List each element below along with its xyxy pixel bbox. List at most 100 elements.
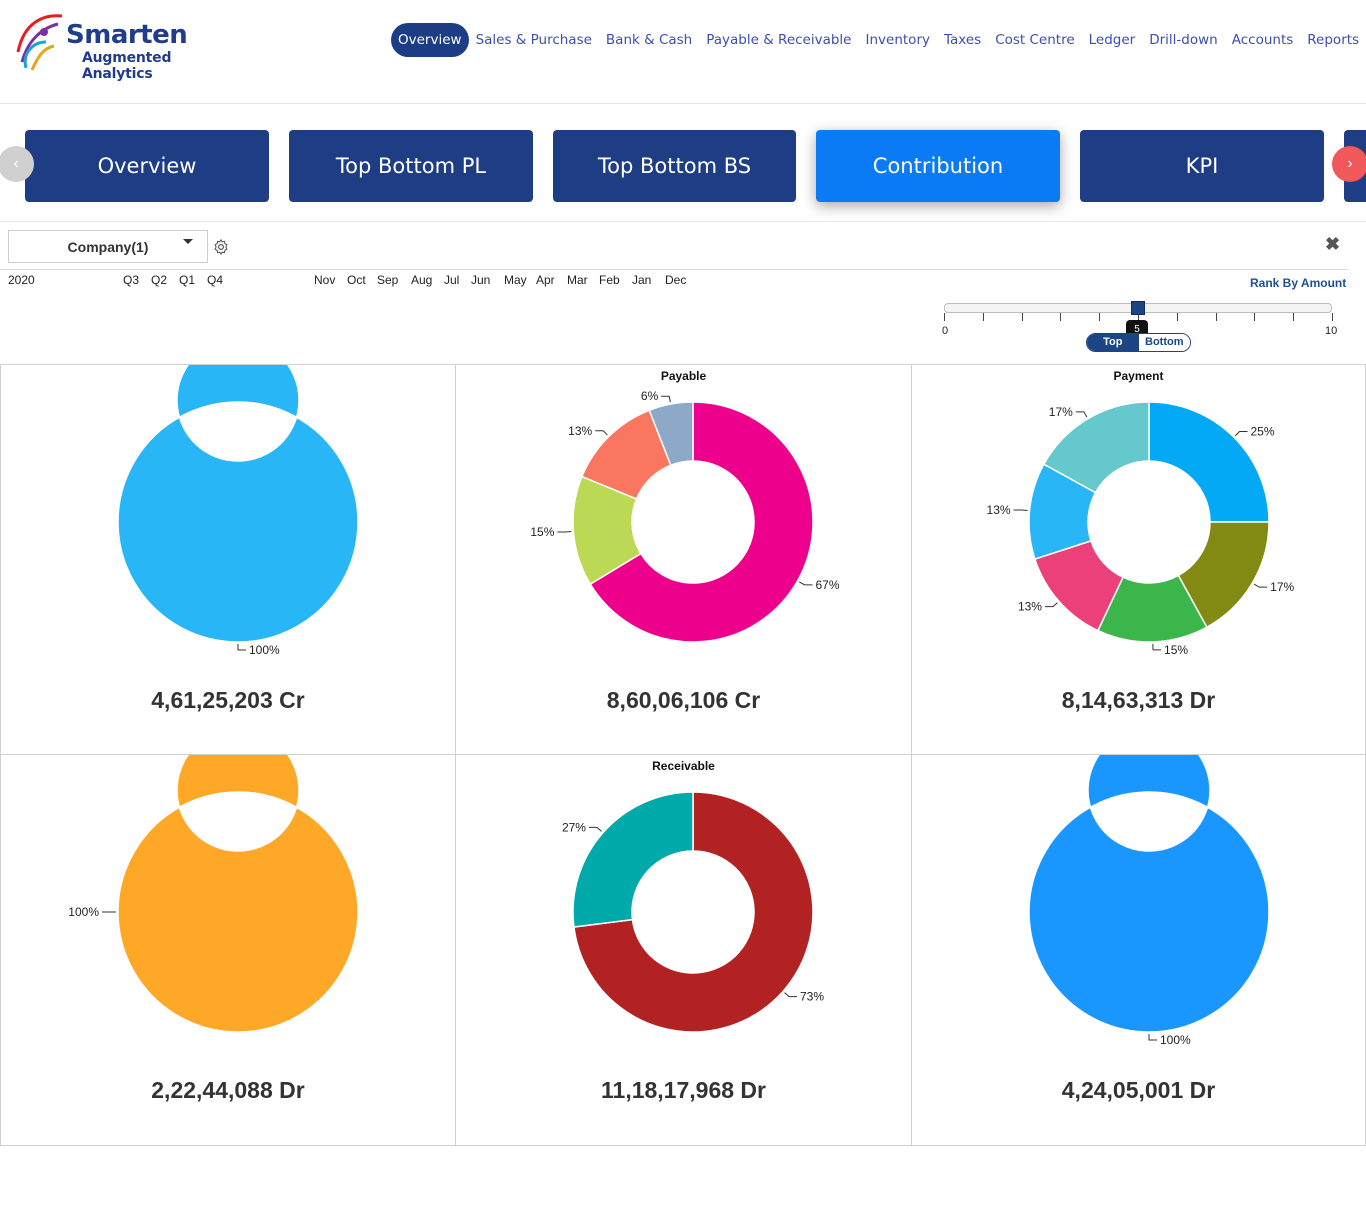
period-month[interactable]: May [504, 273, 527, 287]
brand-logo[interactable]: Smarten Augmented Analytics [14, 12, 244, 82]
top-bar: Smarten Augmented Analytics Overview Sal… [0, 0, 1366, 104]
nav-sales-purchase[interactable]: Sales & Purchase [475, 32, 592, 48]
label-leader-line [1075, 411, 1088, 418]
period-quarter[interactable]: Q4 [207, 273, 224, 287]
chart-panel-payable: Payable 67% 15% 13% 6% 8,60,06,106 Cr [455, 364, 912, 755]
period-month[interactable]: Jan [632, 273, 652, 287]
chart-total: 11,18,17,968 Dr [601, 1077, 766, 1103]
tile-kpi[interactable]: KPI [1080, 130, 1324, 202]
chart-total: 2,22,44,088 Dr [151, 1077, 305, 1103]
top-bottom-toggle[interactable]: Top Bottom [1086, 333, 1191, 352]
chart-title: Receivable [652, 759, 715, 773]
nav-ledger[interactable]: Ledger [1088, 32, 1136, 48]
chart-panel-payment: Payment 25% 17% 15% 13% 13% 17% 8,14,63,313 D… [911, 364, 1366, 755]
chart-total: 4,24,05,001 Dr [1061, 1077, 1216, 1103]
donut-slice[interactable] [117, 365, 359, 643]
donut-chart[interactable]: 100% [912, 755, 1366, 1055]
slice-label: 100% [249, 643, 280, 657]
slider-tick [944, 313, 945, 321]
nav-inventory[interactable]: Inventory [865, 32, 930, 48]
period-month[interactable]: Mar [567, 273, 588, 287]
chevron-right-icon[interactable]: › [1332, 146, 1366, 182]
tile-contribution[interactable]: Contribution [816, 130, 1060, 202]
label-leader-line [1013, 509, 1028, 512]
slider-min-label: 0 [942, 325, 949, 337]
label-leader-line [1044, 602, 1058, 608]
slider-tick [1138, 313, 1139, 321]
brand-title: Smarten [66, 20, 188, 50]
donut-slice[interactable] [1028, 755, 1270, 1033]
period-year[interactable]: 2020 [8, 273, 35, 287]
slice-label: 17% [1049, 405, 1073, 419]
slice-label: 13% [568, 424, 592, 438]
company-dropdown[interactable]: Company(1) [8, 230, 208, 263]
tile-overview[interactable]: Overview [25, 130, 269, 202]
donut-slice[interactable] [117, 755, 359, 1033]
label-leader-line [784, 992, 798, 998]
label-leader-line [595, 430, 608, 436]
donut-chart[interactable]: 73% 27% [456, 755, 912, 1055]
period-month[interactable]: Jun [471, 273, 491, 287]
nav-cost-centre[interactable]: Cost Centre [995, 32, 1075, 48]
label-leader-line [1234, 430, 1248, 437]
period-quarter[interactable]: Q1 [179, 273, 196, 287]
nav-payable-receivable[interactable]: Payable & Receivable [706, 32, 852, 48]
period-quarter[interactable]: Q2 [151, 273, 168, 287]
nav-taxes[interactable]: Taxes [943, 32, 982, 48]
slice-label: 73% [800, 990, 824, 1004]
nav-accounts[interactable]: Accounts [1231, 32, 1294, 48]
donut-chart[interactable]: 100% [1, 365, 457, 665]
slider-tick [1254, 313, 1256, 321]
period-month[interactable]: Apr [536, 273, 555, 287]
donut-chart[interactable]: 67% 15% 13% 6% [456, 365, 912, 665]
label-leader-line [1152, 643, 1162, 651]
period-month[interactable]: Dec [665, 273, 687, 287]
slice-label: 27% [562, 820, 586, 834]
donut-slice[interactable] [648, 401, 694, 467]
chart-panel-sales: Sales 100% 4,61,25,203 Cr [0, 364, 456, 755]
donut-chart[interactable]: 100% [1, 755, 457, 1055]
label-leader-line [1148, 1034, 1157, 1041]
period-month[interactable]: Sep [377, 273, 399, 287]
slider-handle[interactable] [1131, 301, 1145, 315]
slice-label: 25% [1251, 424, 1275, 438]
label-leader-line [588, 826, 602, 832]
tile-top-bottom-bs[interactable]: Top Bottom BS [553, 130, 796, 202]
rank-by-amount-link[interactable]: Rank By Amount [1250, 276, 1347, 290]
period-quarter[interactable]: Q3 [123, 273, 140, 287]
slice-label: 15% [530, 525, 554, 539]
chart-total: 4,61,25,203 Cr [151, 687, 305, 713]
slice-label: 100% [68, 905, 99, 919]
donut-slice[interactable] [572, 791, 694, 928]
donut-slice[interactable] [1042, 401, 1150, 494]
dashboard-tiles: Overview Top Bottom PL Top Bottom BS Con… [0, 104, 1366, 222]
chart-panel-receivable: Receivable 73% 27% 11,18,17,968 Dr [455, 754, 912, 1146]
chart-total: 8,60,06,106 Cr [606, 687, 761, 713]
nav-drill-down[interactable]: Drill-down [1149, 32, 1218, 48]
slice-label: 100% [1160, 1033, 1191, 1047]
period-month[interactable]: Jul [444, 273, 460, 287]
donut-slice[interactable] [1148, 401, 1270, 523]
period-month[interactable]: Feb [599, 273, 620, 287]
label-leader-line [661, 395, 671, 403]
period-month[interactable]: Nov [314, 273, 336, 287]
caret-down-icon [183, 239, 193, 244]
toggle-bottom[interactable]: Bottom [1138, 334, 1190, 351]
donut-slice[interactable] [589, 401, 814, 643]
gear-icon[interactable] [212, 238, 230, 256]
period-month[interactable]: Aug [411, 273, 433, 287]
nav-reports[interactable]: Reports [1307, 32, 1360, 48]
nav-overview[interactable]: Overview [391, 23, 469, 57]
label-leader-line [799, 581, 813, 586]
tile-top-bottom-pl[interactable]: Top Bottom PL [289, 130, 533, 202]
chart-title: Payment [1113, 369, 1164, 383]
nav-bank-cash[interactable]: Bank & Cash [605, 32, 693, 48]
slice-label: 6% [641, 389, 659, 403]
chevron-left-icon[interactable]: ‹ [0, 146, 34, 182]
close-icon[interactable]: ✖ [1325, 234, 1341, 254]
donut-chart[interactable]: 25% 17% 15% 13% 13% 17% [912, 365, 1366, 665]
donut-slice[interactable] [573, 791, 814, 1033]
period-month[interactable]: Oct [347, 273, 366, 287]
filter-row: Company(1) ✖ [0, 222, 1348, 270]
toggle-top[interactable]: Top [1087, 334, 1139, 351]
